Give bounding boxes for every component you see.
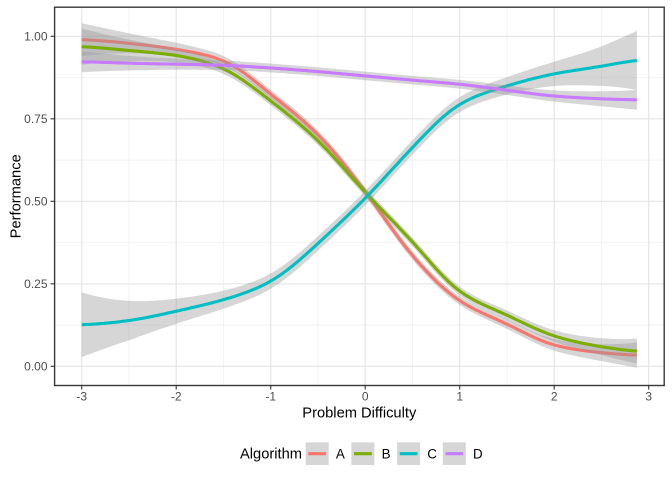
svg-text:C: C (427, 446, 437, 461)
svg-text:0.25: 0.25 (24, 277, 48, 291)
svg-text:Problem Difficulty: Problem Difficulty (302, 406, 417, 422)
svg-text:0.00: 0.00 (24, 360, 48, 374)
svg-text:D: D (473, 446, 483, 461)
svg-text:Algorithm: Algorithm (240, 446, 302, 462)
svg-text:B: B (382, 446, 391, 461)
svg-text:0.50: 0.50 (24, 195, 48, 209)
svg-text:Performance: Performance (9, 154, 25, 238)
svg-text:-2: -2 (171, 389, 182, 403)
svg-text:1: 1 (456, 389, 463, 403)
svg-text:-3: -3 (76, 389, 87, 403)
svg-text:2: 2 (551, 389, 558, 403)
svg-text:1.00: 1.00 (24, 30, 48, 44)
svg-text:3: 3 (645, 389, 652, 403)
svg-text:A: A (336, 446, 345, 461)
svg-text:-1: -1 (265, 389, 276, 403)
svg-text:0.75: 0.75 (24, 112, 48, 126)
svg-text:0: 0 (362, 389, 369, 403)
